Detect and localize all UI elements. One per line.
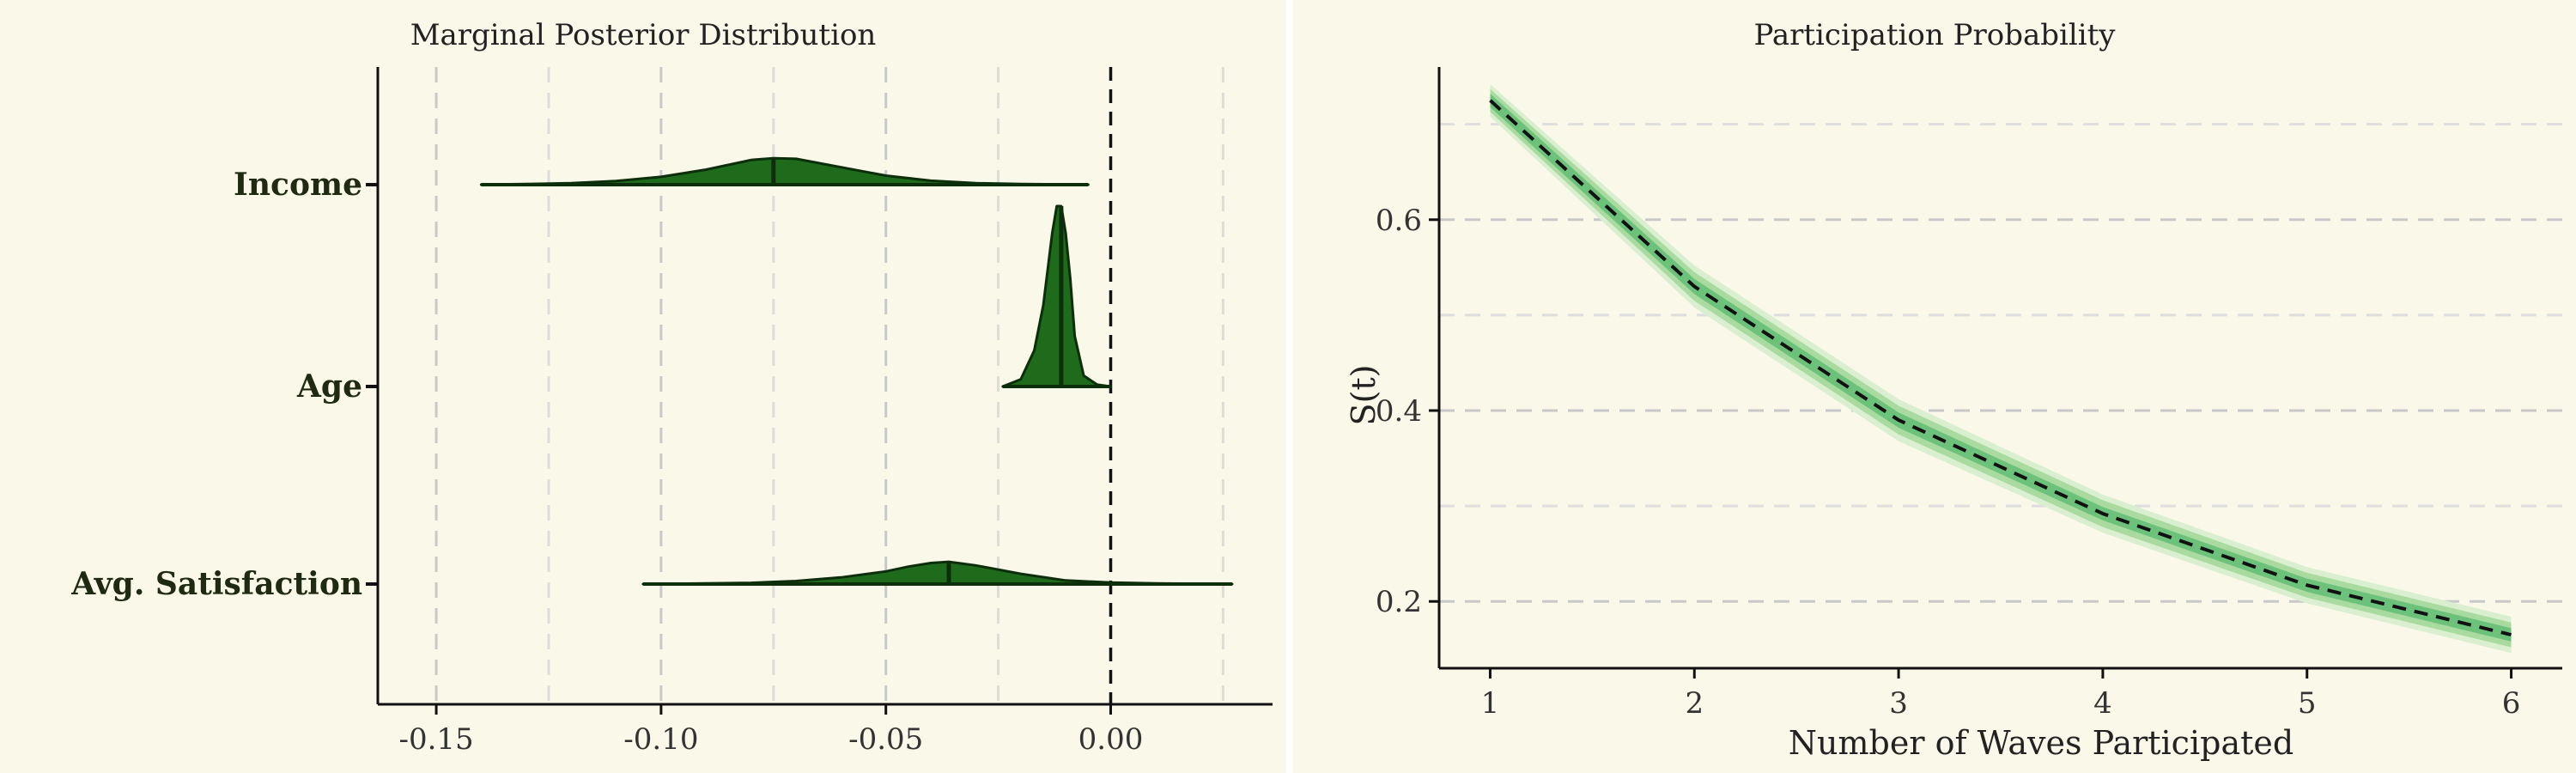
x-tick-label: 6 xyxy=(2502,686,2521,721)
y-tick-label: 0.2 xyxy=(1376,585,1422,619)
y-label-age: Age xyxy=(296,368,362,405)
x-tick-label: -0.15 xyxy=(398,722,473,757)
y-tick-label: 0.4 xyxy=(1376,394,1422,429)
x-tick-label: 3 xyxy=(1889,686,1908,721)
x-tick-label: 0.00 xyxy=(1078,722,1144,757)
posterior-panel: Marginal Posterior Distribution Income Ag… xyxy=(0,0,1286,773)
y-label-income: Income xyxy=(234,167,362,203)
x-tick-label: 5 xyxy=(2298,686,2317,721)
y-tick-label: 0.6 xyxy=(1376,204,1422,238)
participation-chart-title: Participation Probability xyxy=(1754,18,2117,52)
y-axis-title: S(t) xyxy=(1345,365,1382,426)
x-tick-label: 2 xyxy=(1685,686,1704,721)
participation-panel: Participation Probability Number of Wave… xyxy=(1293,0,2576,773)
credible-band-outer xyxy=(1490,84,2512,654)
x-tick-label: -0.10 xyxy=(623,722,698,757)
posterior-chart-title: Marginal Posterior Distribution xyxy=(410,18,877,52)
participation-chart: Participation Probability Number of Wave… xyxy=(1345,18,2562,762)
credible-band-mid xyxy=(1490,88,2512,648)
posterior-chart: Marginal Posterior Distribution Income Ag… xyxy=(70,18,1273,757)
median-survival-line xyxy=(1489,99,2512,637)
x-tick-label: -0.05 xyxy=(848,722,923,757)
y-label-avg-satisfaction: Avg. Satisfaction xyxy=(70,566,362,602)
x-axis-title: Number of Waves Participated xyxy=(1789,724,2293,762)
x-tick-label: 4 xyxy=(2093,686,2112,721)
density-avg-satisfaction xyxy=(641,560,1234,586)
x-tick-label: 1 xyxy=(1481,686,1500,721)
density-age xyxy=(1001,204,1112,388)
credible-band-inner xyxy=(1490,94,2512,642)
